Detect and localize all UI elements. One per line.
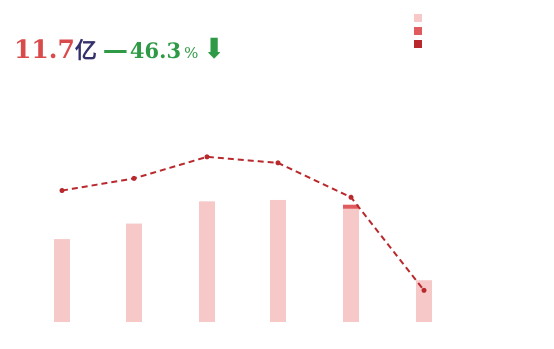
legend-swatch (414, 27, 422, 35)
chart-legend (414, 12, 550, 51)
legend-swatch (414, 40, 422, 48)
bar-base-segment (416, 280, 432, 322)
trend-point (421, 287, 427, 293)
headline-metric: 11.7 亿 — 46.3 % ⬇ (14, 32, 226, 66)
bar-base-segment (270, 199, 286, 322)
headline-unit: 亿 (74, 38, 97, 64)
legend-item (414, 12, 550, 24)
trend-point (348, 194, 354, 200)
trend-point (204, 154, 210, 160)
bar-base-segment (126, 223, 142, 322)
trend-point (275, 160, 281, 166)
legend-swatch (414, 14, 422, 22)
trend-point (59, 188, 65, 194)
bar-base-segment (343, 208, 359, 322)
bar-base-segment (199, 201, 215, 322)
headline-percent-sign: % (184, 44, 199, 62)
legend-item (414, 38, 550, 50)
trend-line (61, 155, 425, 291)
legend-item (414, 25, 550, 37)
headline-value: 11.7 (14, 35, 75, 64)
headline-change-value: 46.3 (129, 38, 182, 63)
down-arrow-icon: ⬇ (202, 32, 226, 65)
bar-top-segment (343, 204, 359, 209)
bar-base-segment (54, 239, 70, 322)
headline-dash: — (102, 35, 128, 64)
trend-point (131, 175, 137, 181)
